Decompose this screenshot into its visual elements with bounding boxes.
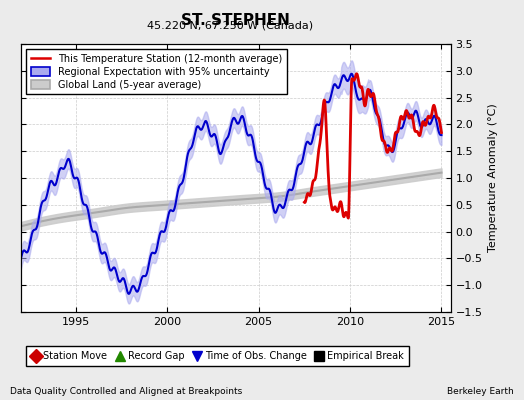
Text: 45.220 N, 67.250 W (Canada): 45.220 N, 67.250 W (Canada) bbox=[147, 20, 314, 30]
Title: ST. STEPHEN: ST. STEPHEN bbox=[181, 12, 290, 28]
Legend: Station Move, Record Gap, Time of Obs. Change, Empirical Break: Station Move, Record Gap, Time of Obs. C… bbox=[26, 346, 409, 366]
Y-axis label: Temperature Anomaly (°C): Temperature Anomaly (°C) bbox=[488, 104, 498, 252]
Text: Berkeley Earth: Berkeley Earth bbox=[447, 387, 514, 396]
Text: Data Quality Controlled and Aligned at Breakpoints: Data Quality Controlled and Aligned at B… bbox=[10, 387, 243, 396]
